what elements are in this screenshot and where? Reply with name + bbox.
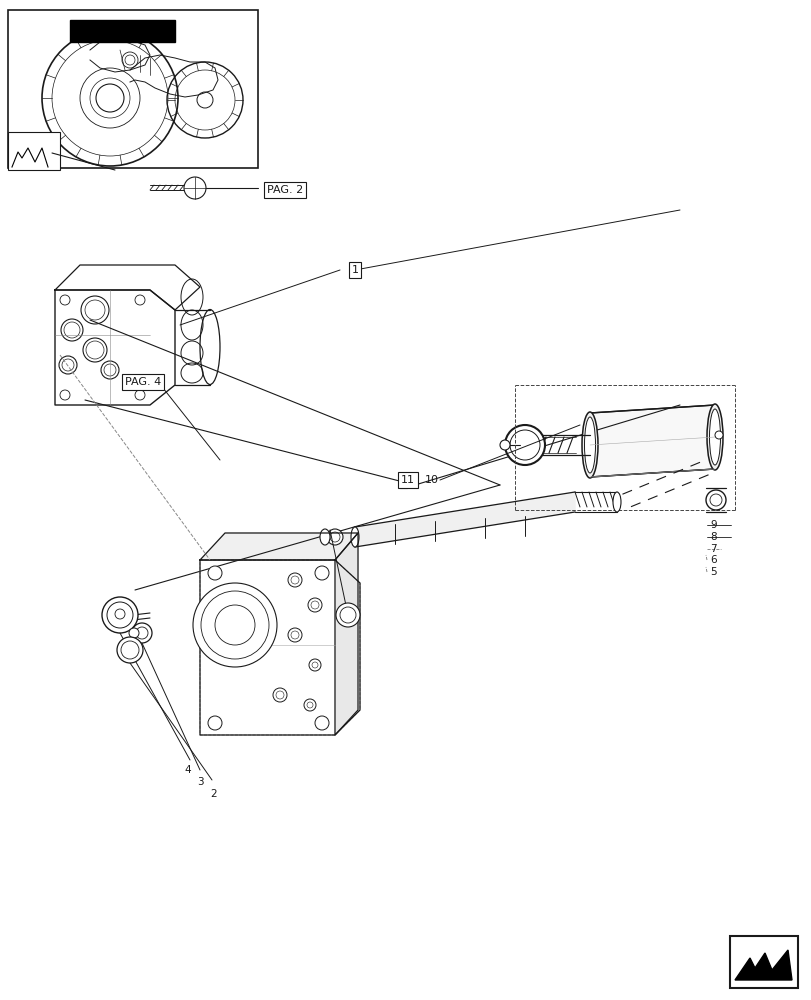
- Circle shape: [714, 431, 722, 439]
- Text: PAG. 4: PAG. 4: [125, 377, 161, 387]
- Circle shape: [276, 691, 284, 699]
- Text: 10: 10: [424, 475, 439, 485]
- Circle shape: [193, 583, 277, 667]
- Text: PAG. 2: PAG. 2: [267, 185, 303, 195]
- Text: 1: 1: [351, 265, 358, 275]
- Text: 4: 4: [184, 765, 191, 775]
- Circle shape: [201, 591, 268, 659]
- Ellipse shape: [584, 417, 594, 473]
- Circle shape: [288, 573, 302, 587]
- Ellipse shape: [706, 404, 722, 470]
- Circle shape: [81, 296, 109, 324]
- Circle shape: [135, 390, 145, 400]
- Polygon shape: [12, 148, 48, 167]
- Circle shape: [290, 576, 298, 584]
- Circle shape: [86, 341, 104, 359]
- Text: 8: 8: [709, 532, 716, 542]
- Polygon shape: [354, 492, 574, 547]
- Circle shape: [311, 662, 318, 668]
- Text: 2: 2: [210, 789, 217, 799]
- Circle shape: [705, 490, 725, 510]
- Circle shape: [60, 390, 70, 400]
- Bar: [8, 132, 60, 170]
- Ellipse shape: [709, 409, 719, 465]
- Bar: [8, 10, 258, 168]
- Circle shape: [101, 361, 119, 379]
- Text: 3: 3: [196, 777, 203, 787]
- Bar: [729, 936, 797, 988]
- Circle shape: [303, 699, 315, 711]
- Circle shape: [59, 356, 77, 374]
- Text: 6: 6: [709, 555, 716, 565]
- Polygon shape: [200, 560, 359, 735]
- Circle shape: [104, 364, 116, 376]
- Circle shape: [329, 532, 340, 542]
- Circle shape: [327, 529, 342, 545]
- Circle shape: [307, 598, 322, 612]
- Polygon shape: [335, 533, 358, 735]
- Bar: [70, 20, 175, 42]
- Circle shape: [272, 688, 286, 702]
- Circle shape: [290, 631, 298, 639]
- Circle shape: [107, 602, 133, 628]
- Ellipse shape: [320, 529, 329, 545]
- Circle shape: [102, 597, 138, 633]
- Circle shape: [115, 609, 125, 619]
- Circle shape: [309, 659, 320, 671]
- Circle shape: [129, 628, 139, 638]
- Circle shape: [117, 637, 143, 663]
- Text: 5: 5: [709, 567, 716, 577]
- Circle shape: [336, 603, 359, 627]
- Circle shape: [135, 295, 145, 305]
- Circle shape: [500, 440, 509, 450]
- Circle shape: [709, 494, 721, 506]
- Text: 7: 7: [709, 544, 716, 554]
- Circle shape: [184, 177, 206, 199]
- Circle shape: [61, 319, 83, 341]
- Circle shape: [132, 623, 152, 643]
- Circle shape: [315, 566, 328, 580]
- Polygon shape: [200, 533, 358, 560]
- Polygon shape: [590, 405, 714, 477]
- Ellipse shape: [581, 412, 597, 478]
- Circle shape: [340, 607, 355, 623]
- Ellipse shape: [350, 527, 358, 547]
- Circle shape: [288, 628, 302, 642]
- Text: 9: 9: [709, 520, 716, 530]
- Polygon shape: [734, 950, 791, 980]
- Circle shape: [60, 295, 70, 305]
- Circle shape: [62, 359, 74, 371]
- Circle shape: [315, 716, 328, 730]
- Circle shape: [64, 322, 80, 338]
- Circle shape: [208, 566, 221, 580]
- Circle shape: [504, 425, 544, 465]
- Circle shape: [85, 300, 105, 320]
- Circle shape: [311, 601, 319, 609]
- Ellipse shape: [612, 492, 620, 512]
- Circle shape: [83, 338, 107, 362]
- Circle shape: [208, 716, 221, 730]
- Circle shape: [121, 641, 139, 659]
- Circle shape: [307, 702, 312, 708]
- Text: 11: 11: [401, 475, 414, 485]
- Circle shape: [509, 430, 539, 460]
- Circle shape: [215, 605, 255, 645]
- Circle shape: [135, 627, 148, 639]
